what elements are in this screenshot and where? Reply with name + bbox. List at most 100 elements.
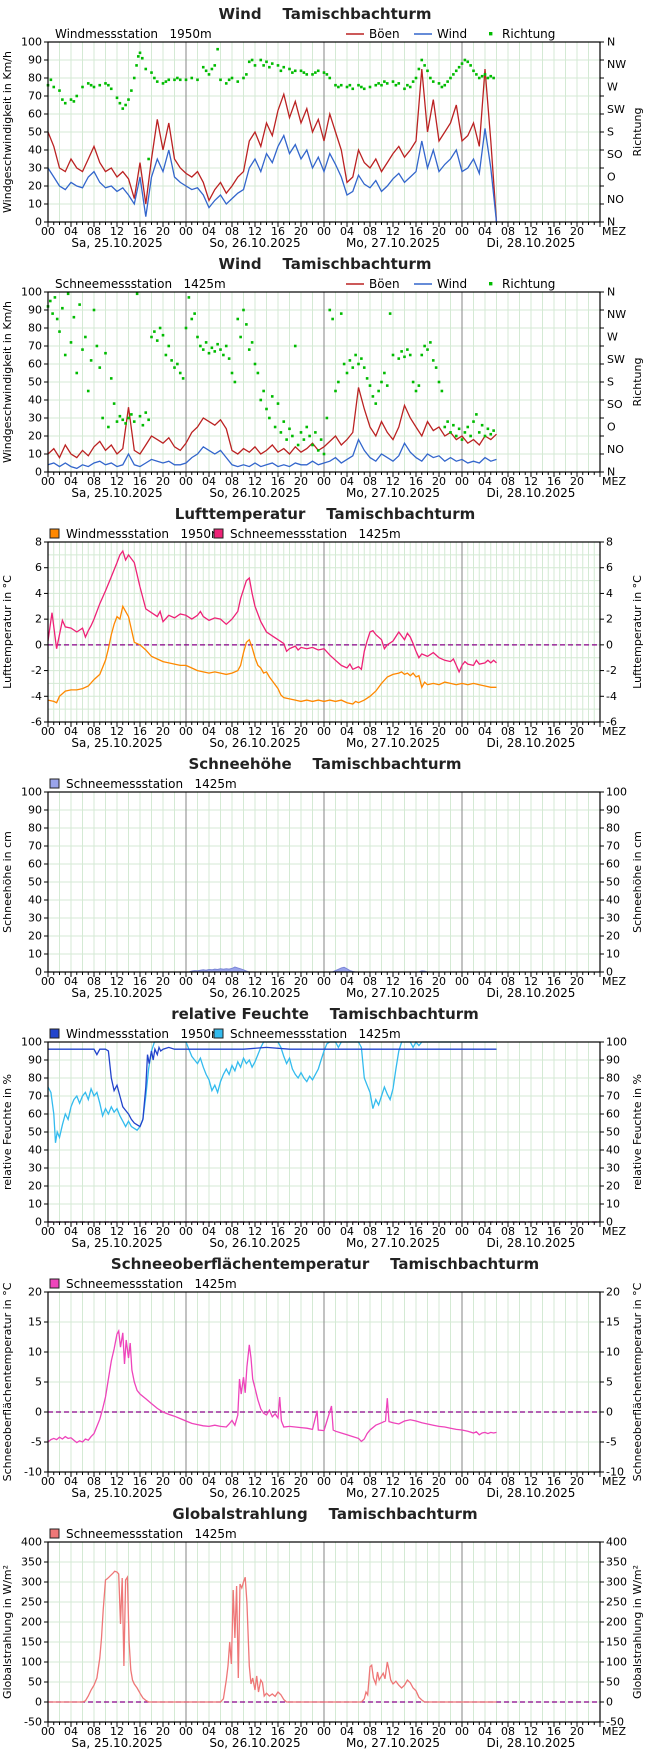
svg-text:40: 40: [28, 144, 42, 157]
svg-text:0: 0: [606, 966, 613, 979]
y-axis-right: 0 10 20 30 40 50 60 70 80 90 100: [600, 1036, 627, 1229]
svg-text:12: 12: [110, 725, 124, 738]
svg-text:16: 16: [133, 725, 147, 738]
svg-text:20: 20: [606, 1286, 620, 1299]
svg-text:00: 00: [455, 725, 469, 738]
svg-text:00: 00: [41, 725, 55, 738]
svg-text:04: 04: [202, 225, 216, 238]
day-label: Mo, 27.10.2025: [346, 1236, 440, 1250]
svg-text:20: 20: [570, 1225, 584, 1238]
svg-text:10: 10: [28, 448, 42, 461]
svg-text:08: 08: [225, 1725, 239, 1738]
svg-text:08: 08: [501, 225, 515, 238]
svg-text:04: 04: [340, 1725, 354, 1738]
svg-text:00: 00: [179, 725, 193, 738]
svg-text:Wind: Wind: [437, 27, 467, 41]
svg-text:S: S: [607, 376, 614, 389]
svg-text:Windmessstation 1950m: Windmessstation 1950m: [66, 527, 223, 541]
svg-text:0: 0: [35, 466, 42, 479]
svg-text:0: 0: [606, 1696, 613, 1709]
grid: [48, 542, 600, 722]
svg-text:12: 12: [248, 1725, 262, 1738]
svg-text:08: 08: [225, 1225, 239, 1238]
x-axis: 00 04 08 12 16 20 00 04 08 12 16 20 00 04 08 12 16 20 00 04…: [41, 722, 626, 750]
svg-text:16: 16: [547, 1225, 561, 1238]
svg-text:50: 50: [28, 126, 42, 139]
svg-text:-2: -2: [606, 664, 617, 677]
series-richtung: [46, 292, 495, 456]
svg-text:Schneemessstation 1425m: Schneemessstation 1425m: [66, 777, 237, 791]
svg-text:N: N: [607, 466, 615, 479]
timezone-label: MEZ: [602, 1725, 626, 1738]
day-label: Di, 28.10.2025: [487, 986, 576, 1000]
svg-text:Windmessstation 1950m: Windmessstation 1950m: [66, 1027, 223, 1041]
svg-text:0: 0: [35, 638, 42, 651]
svg-text:90: 90: [28, 804, 42, 817]
svg-text:12: 12: [248, 1475, 262, 1488]
svg-text:08: 08: [87, 1475, 101, 1488]
svg-text:20: 20: [156, 1725, 170, 1738]
svg-text:08: 08: [87, 1225, 101, 1238]
svg-text:04: 04: [202, 1475, 216, 1488]
svg-text:8: 8: [35, 536, 42, 549]
svg-text:08: 08: [87, 725, 101, 738]
series-schneemessstation-1425m: [48, 966, 497, 973]
svg-text:16: 16: [133, 475, 147, 488]
svg-text:30: 30: [28, 412, 42, 425]
chart-plot-globalstrahlung: -50 0 50 100 150 200 250 300 350 400 -50 0 50 100 150 2…: [1, 1527, 644, 1750]
svg-text:0: 0: [35, 966, 42, 979]
svg-text:08: 08: [363, 225, 377, 238]
day-label: Mo, 27.10.2025: [346, 986, 440, 1000]
svg-text:04: 04: [64, 225, 78, 238]
svg-text:20: 20: [570, 225, 584, 238]
svg-text:00: 00: [41, 475, 55, 488]
svg-text:250: 250: [606, 1596, 627, 1609]
svg-text:100: 100: [21, 1656, 42, 1669]
svg-text:08: 08: [363, 1475, 377, 1488]
svg-text:350: 350: [21, 1556, 42, 1569]
y-axis-right: -10 -5 0 5 10 15 20: [600, 1286, 624, 1479]
svg-text:00: 00: [317, 1475, 331, 1488]
svg-text:-50: -50: [606, 1716, 624, 1729]
svg-text:90: 90: [606, 804, 620, 817]
svg-text:40: 40: [28, 1144, 42, 1157]
svg-text:12: 12: [110, 1475, 124, 1488]
day-label: So, 26.10.2025: [209, 736, 300, 750]
svg-text:Richtung: Richtung: [502, 277, 555, 291]
svg-text:12: 12: [248, 1225, 262, 1238]
svg-text:Böen: Böen: [369, 27, 400, 41]
svg-text:40: 40: [606, 1144, 620, 1157]
svg-text:08: 08: [363, 975, 377, 988]
svg-text:20: 20: [294, 1725, 308, 1738]
svg-text:08: 08: [363, 475, 377, 488]
svg-text:70: 70: [28, 340, 42, 353]
svg-text:100: 100: [21, 36, 42, 49]
svg-text:50: 50: [606, 1676, 620, 1689]
svg-text:10: 10: [606, 1198, 620, 1211]
svg-text:12: 12: [524, 475, 538, 488]
svg-text:08: 08: [87, 1725, 101, 1738]
svg-text:20: 20: [570, 725, 584, 738]
day-label: Mo, 27.10.2025: [346, 736, 440, 750]
day-separator-lines: [185, 1292, 463, 1472]
series-böen: [47, 387, 497, 459]
svg-text:80: 80: [606, 1072, 620, 1085]
svg-text:10: 10: [28, 1346, 42, 1359]
svg-text:04: 04: [478, 1475, 492, 1488]
svg-text:00: 00: [455, 475, 469, 488]
series-schneemessstation-1425m: [47, 1328, 497, 1444]
svg-text:4: 4: [606, 587, 613, 600]
svg-text:16: 16: [271, 975, 285, 988]
svg-text:20: 20: [570, 475, 584, 488]
svg-text:-10: -10: [606, 1466, 624, 1479]
x-axis: 00 04 08 12 16 20 00 04 08 12 16 20 00 04 08 12 16 20 00 04…: [41, 1722, 626, 1750]
svg-text:60: 60: [28, 1108, 42, 1121]
y-axis-right: 0 10 20 30 40 50 60 70 80 90 100: [600, 786, 627, 979]
svg-text:16: 16: [133, 975, 147, 988]
svg-text:16: 16: [409, 1725, 423, 1738]
svg-text:15: 15: [28, 1316, 42, 1329]
svg-text:0: 0: [35, 1216, 42, 1229]
y-axis-label-right: Schneeoberflächentemperatur in °C: [631, 1282, 644, 1481]
